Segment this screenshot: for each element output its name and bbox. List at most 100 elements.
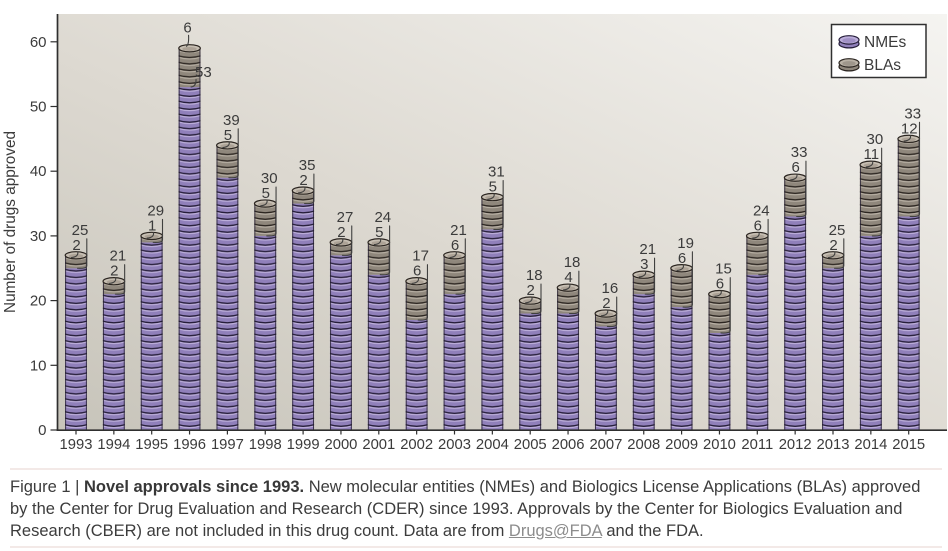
- bar-label-nme: 21: [639, 241, 656, 258]
- nme-segment: [329, 255, 352, 430]
- x-tick-label: 2001: [362, 437, 395, 453]
- bar-label-nme: 25: [72, 222, 89, 239]
- x-tick-label: 2010: [703, 437, 736, 453]
- bla-segment: [254, 203, 277, 236]
- bla-segment: [481, 197, 504, 230]
- nme-segment: [746, 274, 769, 430]
- nme-segment: [216, 177, 239, 430]
- nme-segment: [292, 203, 315, 430]
- bla-coin-icon-inner: [842, 61, 856, 66]
- drugs-fda-link[interactable]: Drugs@FDA: [508, 522, 602, 540]
- nme-segment: [897, 216, 920, 430]
- bar-2003: 2003 216: [438, 222, 471, 453]
- bar-label-bla: 6: [451, 237, 459, 254]
- bar-label-nme: 29: [147, 202, 164, 219]
- nme-segment: [557, 313, 580, 430]
- leader-line-bla: [865, 160, 874, 168]
- y-tick-label: 40: [30, 163, 47, 180]
- bar-label-nme: 24: [753, 202, 770, 219]
- nme-segment: [254, 235, 277, 430]
- x-tick-label: 2003: [438, 437, 471, 453]
- bar-label-nme: 30: [261, 170, 278, 187]
- leader-line-nme: [833, 238, 845, 269]
- bar-label-bla: 6: [678, 250, 686, 267]
- bar-1996: 1996 6 53: [173, 19, 212, 453]
- leader-line-bla: [373, 238, 382, 246]
- nme-coin-icon: [838, 35, 860, 49]
- leader-line-bla: [790, 173, 798, 181]
- leader-line-bla: [487, 193, 495, 200]
- caption-title: Novel approvals since 1993.: [83, 478, 305, 496]
- leader-line-nme: [871, 147, 883, 237]
- leader-line-bla: [108, 277, 117, 284]
- bar-label-bla: 2: [527, 282, 535, 299]
- nme-segment: [178, 87, 201, 430]
- leader-line-nme: [379, 225, 391, 276]
- caption-body-3a: Research (CBER) are not included in this…: [10, 522, 509, 540]
- leader-line-bla: [752, 232, 760, 239]
- leader-line-bla: [70, 251, 79, 259]
- bar-label-bla: 2: [110, 263, 118, 280]
- leader-line-bla: [186, 34, 190, 47]
- leader-line-bla: [335, 238, 344, 246]
- x-tick-label: 2008: [627, 437, 660, 453]
- bar-label-bla: 6: [716, 276, 724, 293]
- nme-segment: [822, 268, 844, 430]
- x-tick-label: 2000: [324, 437, 357, 453]
- bar-label-bla: 5: [375, 224, 383, 241]
- leader-line-nme: [568, 270, 580, 315]
- leader-line-bla: [600, 309, 609, 317]
- bar-1999: 1999 352: [287, 157, 320, 453]
- bar-2002: 2002 176: [400, 248, 433, 453]
- bar-label-nme: 17: [412, 248, 429, 265]
- x-tick-label: 1997: [211, 437, 244, 453]
- leader-line-bla: [449, 251, 457, 259]
- nme-segment: [481, 229, 504, 430]
- bar-label-nme: 21: [110, 248, 127, 265]
- caption-line-2: by the Center for Drug Evaluation and Re…: [10, 500, 903, 518]
- bar-label-nme: 33: [904, 105, 921, 122]
- leader-line-nme: [341, 225, 353, 256]
- caption-line-1: Figure 1 | Novel approvals since 1993. N…: [10, 476, 942, 498]
- legend-label-nmes: NMEs: [864, 34, 906, 51]
- nme-segment: [443, 294, 466, 430]
- bar-label-nme: 19: [677, 235, 694, 252]
- x-tick-label: 2012: [779, 437, 812, 453]
- x-tick-label: 2011: [741, 437, 773, 453]
- y-axis-title: Number of drugs approved: [2, 131, 19, 313]
- bar-label-bla: 2: [299, 172, 307, 189]
- bar-2007: 2007 162: [589, 280, 622, 453]
- bar-2010: 2010 156: [703, 261, 736, 453]
- leader-line-nme: [152, 218, 164, 243]
- bla-segment: [632, 274, 655, 295]
- bar-1995: 1995 291: [135, 202, 168, 453]
- bar-label-bla: 12: [901, 120, 918, 137]
- bar-label-nme: 30: [867, 131, 884, 148]
- x-tick-label: 1996: [173, 437, 206, 453]
- bla-segment: [670, 268, 693, 308]
- bar-label-nme: 21: [450, 222, 467, 239]
- leader-line-bla: [903, 135, 912, 142]
- bar-2009: 2009 196: [665, 235, 698, 453]
- y-tick-label: 30: [30, 228, 47, 245]
- x-tick-label: 1994: [97, 437, 130, 453]
- bar-label-bla: 2: [602, 295, 610, 312]
- nme-segment: [859, 235, 882, 430]
- bar-label-nme: 18: [564, 254, 581, 271]
- bar-label-nme: 31: [488, 164, 505, 181]
- leader-line-nme: [76, 238, 88, 269]
- bar-label-nme: 27: [337, 209, 354, 226]
- nme-segment: [594, 326, 617, 430]
- nme-segment: [708, 332, 731, 430]
- bar-label-nme: 33: [791, 144, 808, 161]
- bar-label-bla: 2: [72, 237, 80, 254]
- x-tick-label: 2006: [552, 437, 585, 453]
- bar-label-bla: 6: [183, 19, 191, 36]
- bar-label-nme: 25: [829, 222, 846, 239]
- bla-segment: [405, 281, 428, 321]
- bla-segment: [784, 177, 807, 217]
- leader-line-nme: [758, 218, 769, 276]
- leader-line-nme: [455, 238, 466, 295]
- nme-segment: [102, 294, 125, 430]
